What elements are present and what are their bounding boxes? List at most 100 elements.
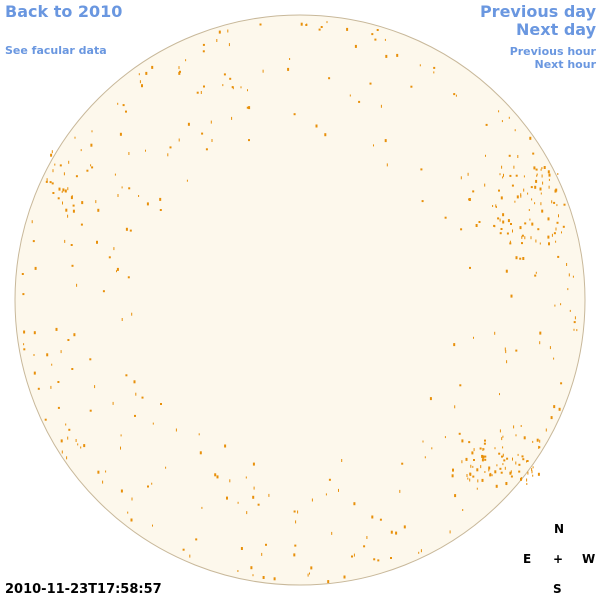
facula [231, 116, 233, 120]
facula [535, 179, 538, 183]
facula [257, 503, 260, 506]
facula [67, 214, 69, 218]
facula [485, 123, 488, 126]
facula [547, 235, 550, 239]
facula [262, 69, 264, 73]
facula [131, 312, 133, 316]
facula [120, 434, 122, 437]
facula [224, 444, 227, 448]
facula [116, 267, 119, 271]
facula [385, 54, 388, 58]
facula [536, 438, 539, 442]
facula [75, 439, 77, 442]
facula [422, 440, 424, 443]
facula [229, 77, 232, 80]
facula [121, 186, 123, 189]
facula [54, 163, 56, 166]
facula [373, 144, 374, 147]
facula [187, 122, 190, 126]
facula [504, 466, 506, 470]
facula [471, 451, 474, 455]
solar-disk [14, 14, 586, 586]
facula [514, 200, 516, 203]
facula [451, 474, 454, 478]
facula [160, 403, 162, 405]
facula [431, 447, 433, 450]
facula [265, 543, 267, 546]
facula [22, 293, 25, 296]
facula [130, 518, 133, 522]
facula [129, 229, 132, 232]
facula [500, 471, 503, 474]
facula [399, 489, 401, 493]
facula [468, 198, 470, 201]
facula [227, 29, 229, 33]
facula [328, 478, 331, 481]
back-link[interactable]: Back to 2010 [5, 2, 123, 21]
facula [506, 457, 509, 460]
facula [531, 468, 533, 472]
facula [503, 173, 504, 177]
facula [68, 160, 70, 164]
facula [497, 217, 500, 220]
facula [433, 66, 436, 69]
facula [509, 242, 512, 245]
facula [510, 475, 513, 478]
facula [353, 502, 356, 506]
facula [141, 396, 144, 399]
facula [240, 547, 243, 550]
facula [237, 570, 239, 572]
next-day-link[interactable]: Next day [516, 20, 596, 39]
facula [484, 455, 487, 458]
facula [515, 256, 518, 260]
facula [467, 172, 469, 176]
facula [151, 65, 154, 69]
facula [395, 531, 398, 535]
facula [80, 149, 82, 152]
facula [519, 257, 522, 260]
facula [293, 113, 296, 116]
facula [81, 201, 84, 205]
facula [262, 576, 265, 579]
facula [479, 447, 482, 450]
facular-link[interactable]: See facular data [5, 44, 107, 57]
facula [175, 428, 177, 432]
facula [51, 150, 53, 154]
facula [94, 385, 96, 389]
facula [499, 429, 501, 433]
facula [521, 235, 523, 239]
facula [146, 202, 149, 206]
facula [518, 470, 521, 473]
facula [495, 204, 497, 208]
previous-day-link[interactable]: Previous day [479, 2, 596, 21]
facula [460, 228, 463, 231]
facula [557, 173, 559, 175]
facula [526, 478, 528, 482]
facula [508, 116, 510, 119]
facula [556, 204, 558, 207]
facula [568, 273, 570, 277]
next-hour-link[interactable]: Next hour [534, 58, 597, 71]
facula [108, 256, 111, 259]
facula [71, 264, 74, 267]
facula [320, 26, 323, 28]
facula [498, 452, 501, 455]
facula [537, 228, 540, 231]
facula [481, 458, 484, 462]
facula [499, 173, 501, 176]
facula [210, 120, 212, 124]
facula [33, 354, 35, 356]
facula [33, 371, 36, 375]
facula [246, 106, 249, 109]
previous-hour-link[interactable]: Previous hour [509, 45, 596, 58]
facula [203, 85, 205, 88]
facula [102, 480, 104, 484]
facula [501, 165, 503, 169]
facula [125, 374, 128, 377]
facula [503, 459, 506, 462]
facula [563, 203, 566, 206]
facula [159, 197, 162, 201]
facula [476, 487, 478, 490]
facula [289, 58, 291, 60]
